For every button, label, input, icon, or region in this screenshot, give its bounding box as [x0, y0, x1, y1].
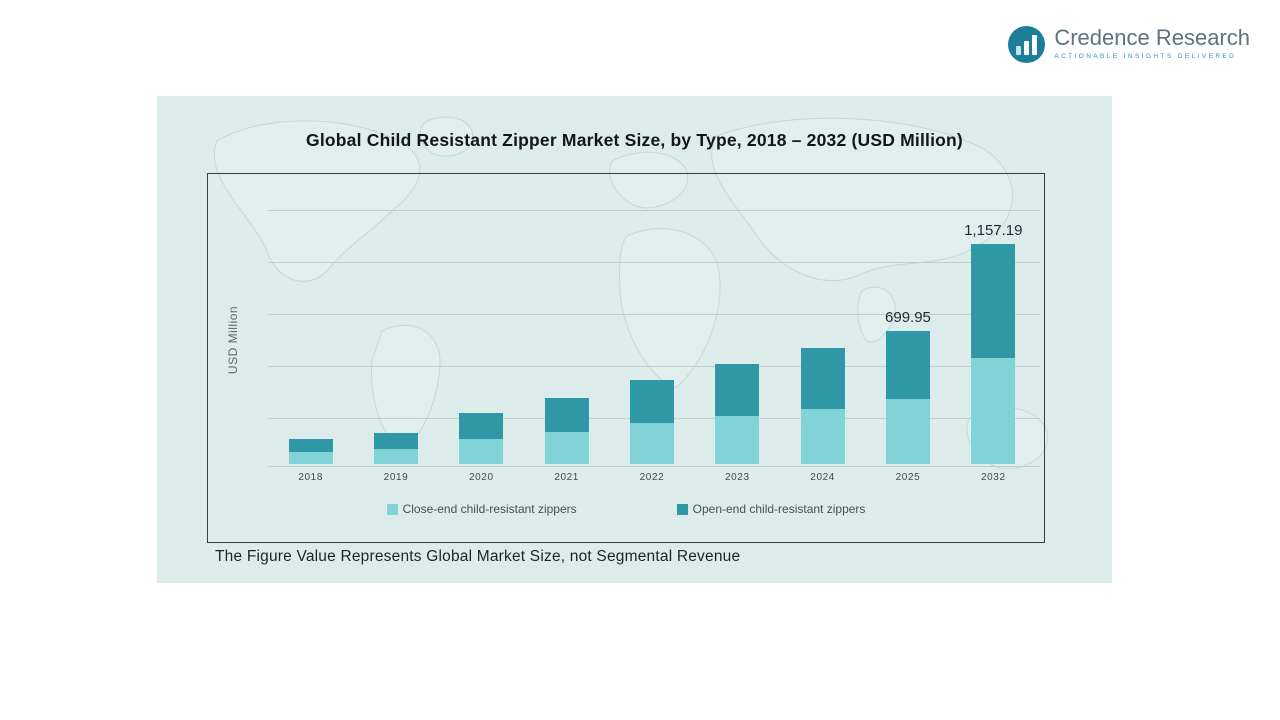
legend-item-open-end: Open-end child-resistant zippers — [676, 502, 866, 516]
bar-segment-close-end — [459, 439, 504, 464]
bar-segment-open-end — [373, 433, 418, 449]
bar-column — [695, 364, 780, 464]
bar-segment-open-end — [971, 244, 1016, 358]
bar-segment-open-end — [544, 398, 589, 432]
bars-area: 699.95 1,157.19 — [268, 204, 1036, 464]
chart-title: Global Child Resistant Zipper Market Siz… — [306, 130, 963, 150]
bar-segment-close-end — [885, 399, 930, 464]
bar-column — [353, 433, 438, 464]
x-axis-label: 2024 — [810, 472, 835, 483]
legend-item-close-end: Close-end child-resistant zippers — [386, 502, 577, 516]
gridline — [268, 314, 1040, 315]
bar-segment-open-end — [885, 331, 930, 399]
bar-column: 1,157.19 — [951, 222, 1036, 464]
x-axis-label: 2020 — [468, 472, 494, 483]
x-axis-label: 2018 — [298, 472, 323, 483]
x-axis-label: 2025 — [895, 472, 921, 483]
bar-segment-open-end — [629, 380, 674, 423]
bar-segment-close-end — [629, 423, 674, 464]
bar-column: 699.95 — [865, 309, 950, 464]
gridline — [268, 466, 1040, 467]
bar-segment-close-end — [373, 449, 418, 464]
gridline — [268, 262, 1040, 263]
y-axis-label: USD Million — [226, 305, 240, 375]
x-axis-label: 2022 — [639, 472, 665, 483]
bar-value-label: 699.95 — [885, 309, 931, 326]
bar-column — [524, 398, 609, 464]
chart-plot-area: USD Million 699.95 1,157.19 2018 2019 2020 2… — [207, 173, 1045, 543]
bar-segment-close-end — [971, 358, 1016, 464]
bar-segment-open-end — [715, 364, 760, 416]
bar-segment-close-end — [715, 416, 760, 464]
logo-company-name: Credence Research — [1054, 25, 1250, 50]
x-axis-label: 2023 — [724, 472, 750, 483]
bar-column — [609, 380, 694, 464]
legend-swatch-close-end — [386, 503, 398, 515]
bar-segment-open-end — [288, 439, 333, 452]
x-axis-label: 2032 — [980, 472, 1006, 483]
bar-segment-close-end — [288, 452, 333, 464]
bar-segment-open-end — [800, 348, 845, 409]
logo-tagline: Actionable Insights Delivered — [1054, 53, 1237, 61]
chart-panel: Global Child Resistant Zipper Market Siz… — [157, 96, 1112, 583]
bar-chart-logo-icon — [1008, 26, 1046, 63]
bar-segment-close-end — [544, 432, 589, 464]
bar-segment-open-end — [459, 413, 504, 439]
chart-footnote: The Figure Value Represents Global Marke… — [215, 548, 741, 565]
gridline — [268, 210, 1040, 211]
x-axis-label: 2021 — [554, 472, 579, 483]
legend-swatch-open-end — [676, 503, 688, 515]
bar-column — [268, 439, 353, 464]
bar-column — [439, 413, 524, 464]
credence-research-logo: Credence Research Actionable Insights De… — [1008, 25, 1250, 63]
bar-segment-close-end — [800, 409, 845, 464]
legend-label-open-end: Open-end child-resistant zippers — [692, 502, 866, 516]
bar-value-label: 1,157.19 — [964, 222, 1023, 239]
gridline — [268, 366, 1040, 367]
logo-text: Credence Research Actionable Insights De… — [1054, 25, 1250, 61]
x-axis-label: 2019 — [383, 472, 409, 483]
bar-column — [780, 348, 865, 464]
x-axis-labels: 2018 2019 2020 2021 2022 2023 2024 2025 2032 — [268, 472, 1036, 483]
legend-label-close-end: Close-end child-resistant zippers — [402, 502, 577, 516]
chart-legend: Close-end child-resistant zippers Open-e… — [208, 502, 1044, 516]
